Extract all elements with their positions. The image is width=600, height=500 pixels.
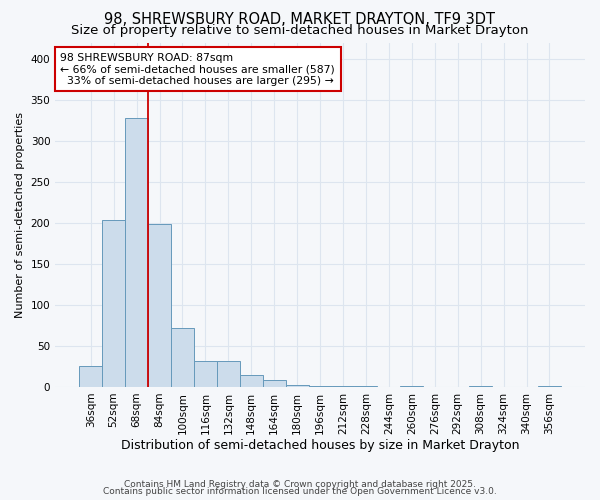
- Text: Contains HM Land Registry data © Crown copyright and database right 2025.: Contains HM Land Registry data © Crown c…: [124, 480, 476, 489]
- Y-axis label: Number of semi-detached properties: Number of semi-detached properties: [15, 112, 25, 318]
- Text: 98 SHREWSBURY ROAD: 87sqm
← 66% of semi-detached houses are smaller (587)
  33% : 98 SHREWSBURY ROAD: 87sqm ← 66% of semi-…: [61, 53, 335, 86]
- Bar: [469, 386, 492, 387]
- Bar: [171, 328, 194, 387]
- Text: 98, SHREWSBURY ROAD, MARKET DRAYTON, TF9 3DT: 98, SHREWSBURY ROAD, MARKET DRAYTON, TF9…: [104, 12, 496, 28]
- Bar: [217, 360, 240, 387]
- Bar: [194, 360, 217, 387]
- Bar: [308, 386, 332, 387]
- Bar: [400, 386, 423, 387]
- Bar: [79, 366, 102, 387]
- Text: Contains public sector information licensed under the Open Government Licence v3: Contains public sector information licen…: [103, 487, 497, 496]
- Bar: [240, 374, 263, 387]
- Bar: [286, 386, 308, 387]
- X-axis label: Distribution of semi-detached houses by size in Market Drayton: Distribution of semi-detached houses by …: [121, 440, 520, 452]
- Bar: [263, 380, 286, 387]
- Bar: [538, 386, 561, 387]
- Bar: [355, 386, 377, 387]
- Bar: [332, 386, 355, 387]
- Bar: [102, 220, 125, 387]
- Bar: [148, 224, 171, 387]
- Bar: [125, 118, 148, 387]
- Text: Size of property relative to semi-detached houses in Market Drayton: Size of property relative to semi-detach…: [71, 24, 529, 37]
